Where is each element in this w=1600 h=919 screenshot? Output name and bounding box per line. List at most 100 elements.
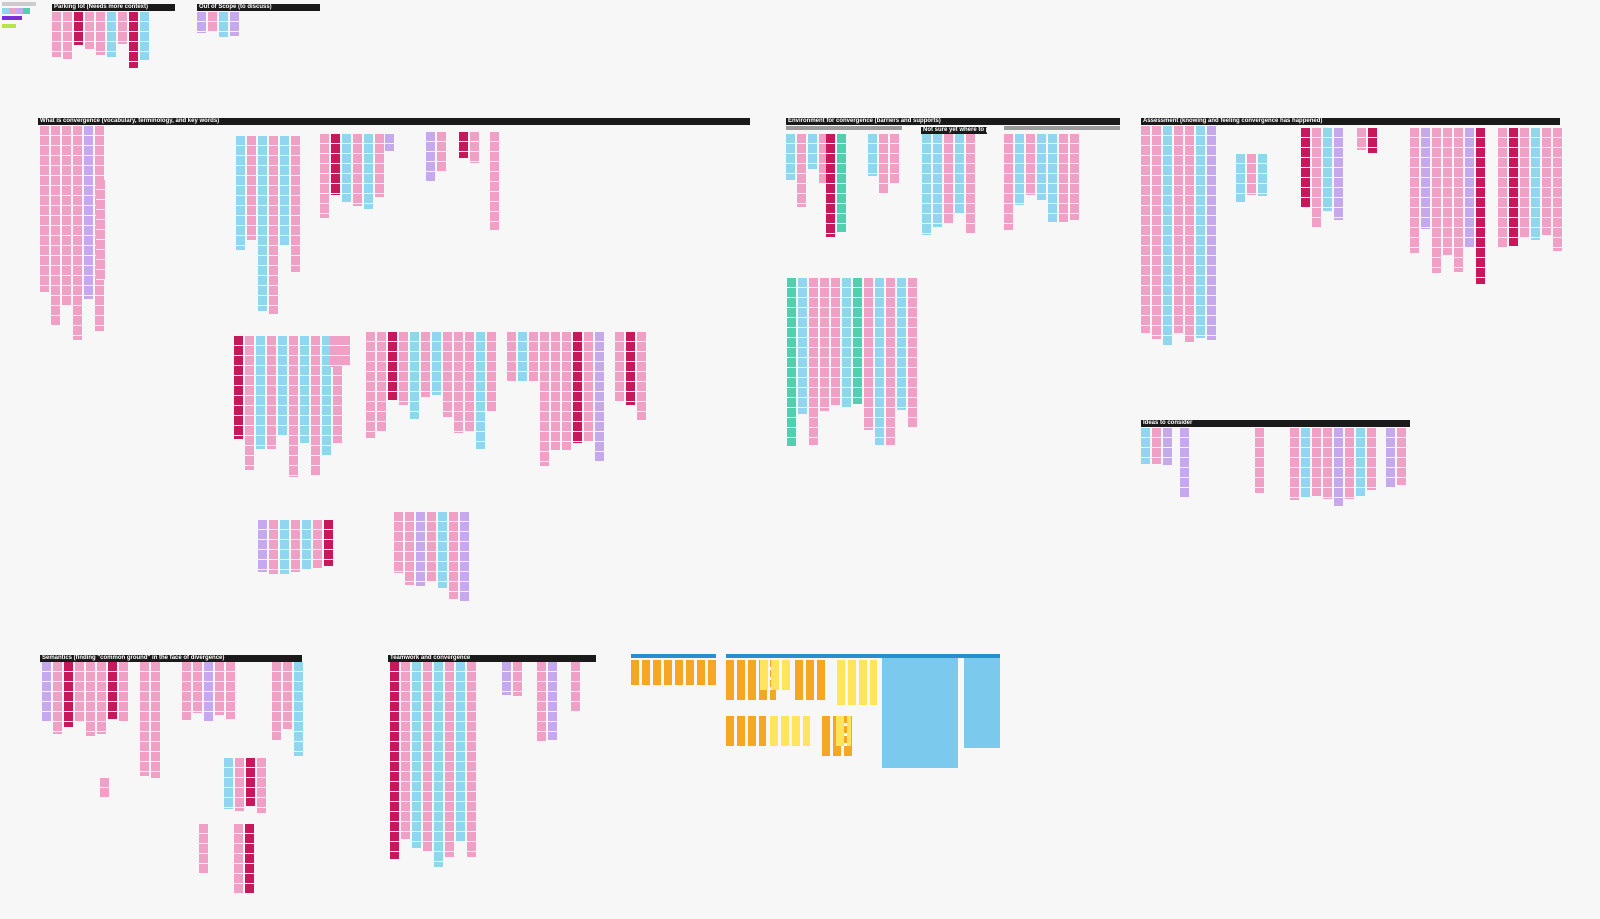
sticky-stack xyxy=(1301,428,1310,497)
sticky-stack xyxy=(399,332,408,405)
sticky-stack xyxy=(247,136,256,240)
sticky-stack xyxy=(875,278,884,445)
sticky-stack xyxy=(52,12,61,57)
sticky-stack xyxy=(1397,428,1406,485)
sticky-stack xyxy=(1334,128,1343,220)
section-header: Not sure yet where to put... xyxy=(921,127,987,134)
sticky-stack xyxy=(74,12,83,45)
sticky-stack xyxy=(1312,128,1321,227)
sticky-stack xyxy=(291,520,300,572)
sticky-stack xyxy=(1152,428,1161,464)
sticky-stack xyxy=(416,512,425,586)
sticky-stack xyxy=(1163,428,1172,465)
sticky-stack xyxy=(330,336,339,367)
sticky-stack xyxy=(289,336,298,477)
sticky-stack xyxy=(637,332,646,420)
sticky-stack xyxy=(1180,428,1189,498)
sticky-stack xyxy=(432,332,441,395)
sticky-stack xyxy=(797,134,806,207)
sticky-stack xyxy=(1236,154,1245,202)
sticky-stack xyxy=(487,332,496,411)
sticky-stack xyxy=(1048,134,1057,222)
sticky-stack xyxy=(1356,428,1365,496)
sticky-stack xyxy=(269,136,278,314)
sub-header xyxy=(726,654,1000,658)
sticky-grid xyxy=(760,660,790,690)
sticky-stack xyxy=(1410,128,1419,253)
sticky-stack xyxy=(375,134,384,197)
sticky-stack xyxy=(258,136,267,311)
sub-header xyxy=(1004,126,1120,130)
legend xyxy=(2,8,30,14)
sticky-stack xyxy=(426,132,435,182)
sticky-stack xyxy=(864,278,873,430)
sticky-stack xyxy=(1421,128,1430,229)
sticky-stack xyxy=(219,12,228,37)
section-header: Out of Scope (to discuss) xyxy=(197,4,320,11)
section-header: Ideas to consider xyxy=(1141,420,1410,427)
sticky-stack xyxy=(182,662,191,720)
sticky-grid xyxy=(631,660,716,685)
sticky-stack xyxy=(1255,428,1264,493)
sticky-stack xyxy=(427,512,436,581)
sub-header xyxy=(786,126,902,130)
sticky-stack xyxy=(897,278,906,410)
sticky-stack xyxy=(62,126,71,305)
sticky-stack xyxy=(955,134,964,213)
section-header: Teamwork and convergence xyxy=(388,655,596,662)
sticky-stack xyxy=(1432,128,1441,273)
sticky-stack xyxy=(819,134,828,183)
section-header: Assessment (knowing and feeling converge… xyxy=(1141,118,1560,125)
sticky-stack xyxy=(129,12,138,68)
sticky-grid xyxy=(837,660,877,705)
sticky-stack xyxy=(53,662,62,734)
sticky-stack xyxy=(548,662,557,740)
sticky-stack xyxy=(390,662,399,859)
sticky-stack xyxy=(1301,128,1310,208)
sticky-stack xyxy=(529,332,538,381)
legend xyxy=(2,16,22,20)
sticky-stack xyxy=(551,332,560,450)
sticky-stack xyxy=(1368,128,1377,153)
sticky-stack xyxy=(434,662,443,867)
sticky-stack xyxy=(64,662,73,727)
sticky-stack xyxy=(467,662,476,857)
sticky-stack xyxy=(280,520,289,574)
sticky-stack xyxy=(787,278,796,446)
sticky-stack xyxy=(537,662,546,742)
sticky-stack xyxy=(1465,128,1474,248)
sticky-stack xyxy=(405,512,414,585)
sticky-stack xyxy=(331,134,340,195)
sticky-stack xyxy=(42,662,51,722)
sticky-stack xyxy=(1443,128,1452,255)
sticky-stack xyxy=(507,332,516,381)
sticky-stack xyxy=(410,332,419,419)
sticky-stack xyxy=(1542,128,1551,235)
sticky-stack xyxy=(1247,154,1256,195)
sticky-stack xyxy=(342,134,351,202)
sticky-stack xyxy=(73,126,82,340)
sticky-stack xyxy=(258,520,267,572)
sticky-stack xyxy=(224,758,233,809)
sticky-stack xyxy=(291,136,300,272)
sticky-stack xyxy=(1152,126,1161,339)
sticky-stack xyxy=(283,662,292,729)
sticky-stack xyxy=(107,12,116,57)
sticky-stack xyxy=(933,134,942,227)
sticky-stack xyxy=(437,132,446,171)
sticky-stack xyxy=(490,132,499,230)
sticky-stack xyxy=(443,332,452,417)
sticky-stack xyxy=(100,778,109,798)
sticky-stack xyxy=(140,12,149,60)
sticky-stack xyxy=(1357,128,1366,150)
sticky-stack xyxy=(1059,134,1068,222)
sticky-stack xyxy=(518,332,527,382)
sticky-stack xyxy=(1367,428,1376,490)
sticky-stack xyxy=(1196,126,1205,338)
sticky-stack xyxy=(412,662,421,848)
sticky-stack xyxy=(151,662,160,778)
sticky-stack xyxy=(119,662,128,722)
sticky-stack xyxy=(204,662,213,722)
sticky-stack xyxy=(1174,126,1183,333)
